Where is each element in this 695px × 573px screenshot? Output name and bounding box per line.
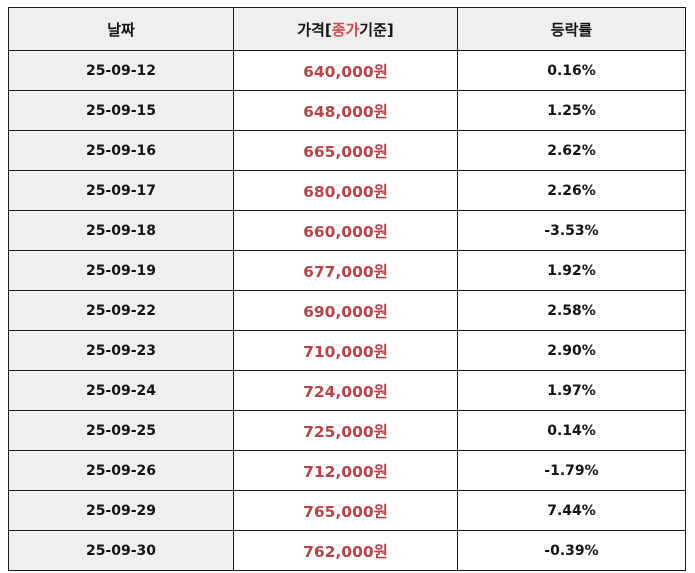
change-cell: 2.62% — [457, 130, 686, 171]
change-cell: 2.90% — [457, 330, 686, 371]
change-cell: -3.53% — [457, 210, 686, 251]
change-cell: 2.26% — [457, 170, 686, 211]
table-row: 25-09-30 762,000원 -0.39% — [8, 530, 686, 571]
date-cell: 25-09-18 — [8, 210, 234, 251]
price-cell: 640,000원 — [233, 50, 458, 91]
header-price: 가격[종가기준] — [233, 7, 458, 51]
price-cell: 765,000원 — [233, 490, 458, 531]
change-cell: 0.16% — [457, 50, 686, 91]
date-cell: 25-09-15 — [8, 90, 234, 131]
table-row: 25-09-19 677,000원 1.92% — [8, 250, 686, 291]
header-price-highlight: 종가 — [331, 20, 360, 39]
price-cell: 680,000원 — [233, 170, 458, 211]
table-row: 25-09-22 690,000원 2.58% — [8, 290, 686, 331]
date-cell: 25-09-16 — [8, 130, 234, 171]
date-cell: 25-09-26 — [8, 450, 234, 491]
date-cell: 25-09-25 — [8, 410, 234, 451]
price-cell: 648,000원 — [233, 90, 458, 131]
header-date: 날짜 — [8, 7, 234, 51]
price-cell: 762,000원 — [233, 530, 458, 571]
stock-price-table: 날짜 가격[종가기준] 등락률 25-09-12 640,000원 0.16% 25… — [8, 7, 686, 571]
table-row: 25-09-18 660,000원 -3.53% — [8, 210, 686, 251]
date-cell: 25-09-17 — [8, 170, 234, 211]
price-cell: 690,000원 — [233, 290, 458, 331]
price-cell: 677,000원 — [233, 250, 458, 291]
table-row: 25-09-16 665,000원 2.62% — [8, 130, 686, 171]
change-cell: 1.25% — [457, 90, 686, 131]
date-cell: 25-09-24 — [8, 370, 234, 411]
change-cell: 1.97% — [457, 370, 686, 411]
price-cell: 665,000원 — [233, 130, 458, 171]
date-cell: 25-09-23 — [8, 330, 234, 371]
price-cell: 725,000원 — [233, 410, 458, 451]
table-row: 25-09-29 765,000원 7.44% — [8, 490, 686, 531]
change-cell: -0.39% — [457, 530, 686, 571]
table-row: 25-09-26 712,000원 -1.79% — [8, 450, 686, 491]
price-cell: 724,000원 — [233, 370, 458, 411]
change-cell: 0.14% — [457, 410, 686, 451]
change-cell: 1.92% — [457, 250, 686, 291]
header-price-suffix: 기준] — [359, 20, 394, 39]
date-cell: 25-09-19 — [8, 250, 234, 291]
change-cell: -1.79% — [457, 450, 686, 491]
header-row: 날짜 가격[종가기준] 등락률 — [8, 7, 686, 51]
change-cell: 2.58% — [457, 290, 686, 331]
table-row: 25-09-23 710,000원 2.90% — [8, 330, 686, 371]
price-cell: 710,000원 — [233, 330, 458, 371]
table-row: 25-09-12 640,000원 0.16% — [8, 50, 686, 91]
header-change: 등락률 — [457, 7, 686, 51]
table-row: 25-09-25 725,000원 0.14% — [8, 410, 686, 451]
table-row: 25-09-17 680,000원 2.26% — [8, 170, 686, 211]
date-cell: 25-09-29 — [8, 490, 234, 531]
header-price-prefix: 가격[ — [297, 20, 332, 39]
table-row: 25-09-15 648,000원 1.25% — [8, 90, 686, 131]
date-cell: 25-09-12 — [8, 50, 234, 91]
date-cell: 25-09-22 — [8, 290, 234, 331]
change-cell: 7.44% — [457, 490, 686, 531]
table-row: 25-09-24 724,000원 1.97% — [8, 370, 686, 411]
date-cell: 25-09-30 — [8, 530, 234, 571]
price-cell: 712,000원 — [233, 450, 458, 491]
price-cell: 660,000원 — [233, 210, 458, 251]
